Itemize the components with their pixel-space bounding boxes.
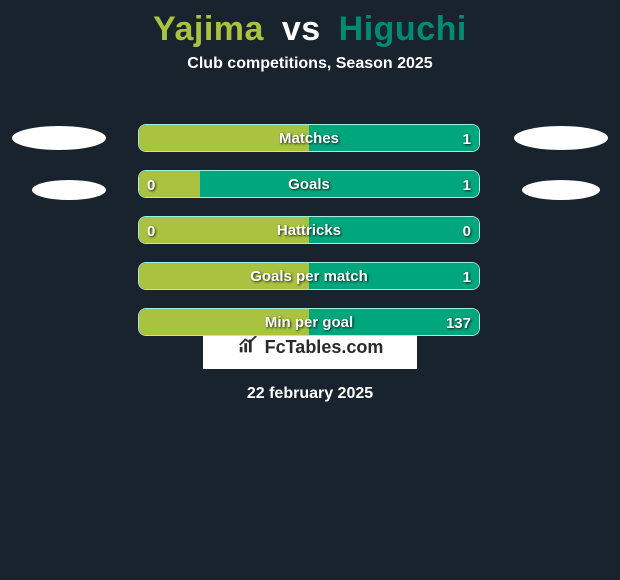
stat-bar-goals: 01Goals xyxy=(138,170,480,198)
stat-bar-matches: 1Matches xyxy=(138,124,480,152)
player1-photo-shadow-icon xyxy=(32,180,106,200)
date-text: 22 february 2025 xyxy=(0,369,620,403)
stat-bar-goals-p2-fill xyxy=(200,171,479,197)
source-logo-text: FcTables.com xyxy=(265,337,384,358)
stat-bar-mpg: 137Min per goal xyxy=(138,308,480,336)
stat-bar-hattricks-p2-fill xyxy=(309,217,479,243)
stat-hattricks-p1-value: 0 xyxy=(147,217,155,244)
stat-bar-hattricks: 00Hattricks xyxy=(138,216,480,244)
stat-mpg-p2-value: 137 xyxy=(446,309,471,336)
stat-goals-p2-value: 1 xyxy=(463,171,471,198)
stat-bar-gpm-p1-fill xyxy=(139,263,309,289)
stat-bar-gpm: 1Goals per match xyxy=(138,262,480,290)
stat-bar-mpg-p1-fill xyxy=(139,309,309,335)
stat-bar-gpm-p2-fill xyxy=(309,263,479,289)
stat-bar-matches-p1-fill xyxy=(139,125,309,151)
vs-text: vs xyxy=(274,10,329,48)
stat-hattricks-p2-value: 0 xyxy=(463,217,471,244)
chart-icon xyxy=(237,334,259,361)
stat-goals-p1-value: 0 xyxy=(147,171,155,198)
comparison-title: Yajima vs Higuchi xyxy=(0,0,620,55)
stat-gpm-p2-value: 1 xyxy=(463,263,471,290)
player2-photo-placeholder-icon xyxy=(514,126,608,150)
player2-photo-shadow-icon xyxy=(522,180,600,200)
player2-name: Higuchi xyxy=(339,10,467,48)
subtitle: Club competitions, Season 2025 xyxy=(0,55,620,95)
player1-photo-placeholder-icon xyxy=(12,126,106,150)
stat-bar-hattricks-p1-fill xyxy=(139,217,309,243)
stat-matches-p2-value: 1 xyxy=(463,125,471,152)
player1-name: Yajima xyxy=(153,10,264,48)
stat-bar-matches-p2-fill xyxy=(309,125,479,151)
